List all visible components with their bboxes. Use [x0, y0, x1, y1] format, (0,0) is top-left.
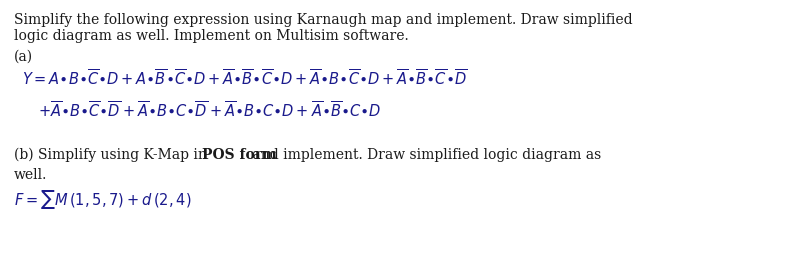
Text: $\it{Y = A{\bullet}B{\bullet}\overline{C}{\bullet}D+A{\bullet}\overline{B}{\bull: $\it{Y = A{\bullet}B{\bullet}\overline{C… — [22, 68, 467, 88]
Text: and implement. Draw simplified logic diagram as: and implement. Draw simplified logic dia… — [248, 148, 602, 162]
Text: well.: well. — [14, 168, 47, 182]
Text: $\it{F=\sum M\,(1,5,7)+d\,(2,4)}$: $\it{F=\sum M\,(1,5,7)+d\,(2,4)}$ — [14, 188, 191, 211]
Text: (b) Simplify using K-Map in: (b) Simplify using K-Map in — [14, 148, 211, 162]
Text: $\it{+\overline{A}{\bullet}B{\bullet}\overline{C}{\bullet}\overline{D}+\overline: $\it{+\overline{A}{\bullet}B{\bullet}\ov… — [38, 100, 382, 120]
Text: Simplify the following expression using Karnaugh map and implement. Draw simplif: Simplify the following expression using … — [14, 13, 633, 27]
Text: POS form: POS form — [202, 148, 277, 162]
Text: logic diagram as well. Implement on Multisim software.: logic diagram as well. Implement on Mult… — [14, 29, 409, 43]
Text: (a): (a) — [14, 50, 33, 64]
